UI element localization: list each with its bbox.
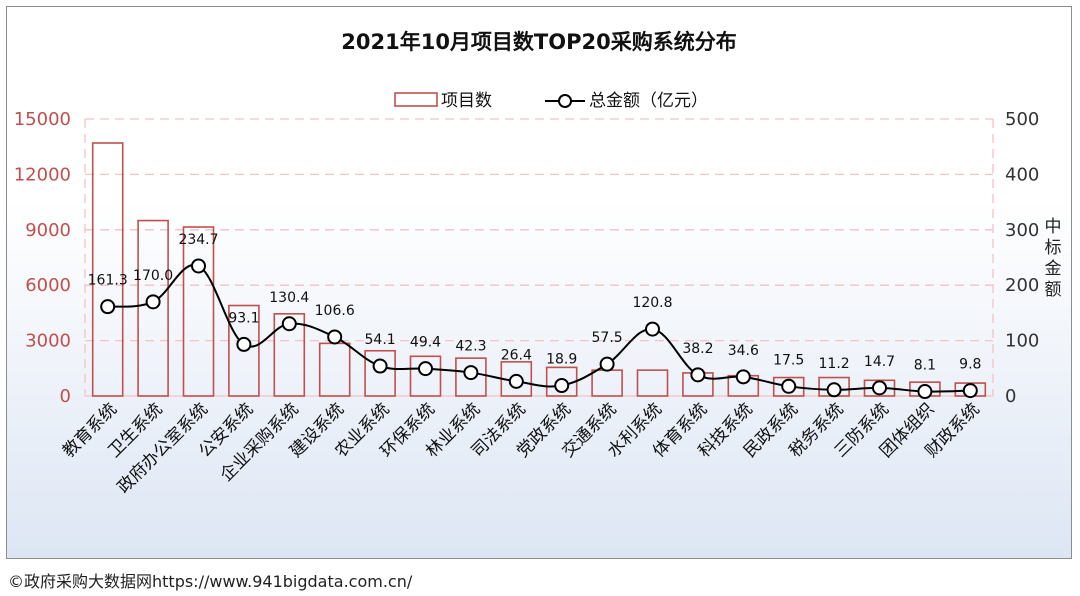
left-axis-ticks: 0 3000 6000 9000 12000 15000: [14, 109, 71, 407]
line-point: [599, 356, 615, 372]
bar: [228, 304, 260, 397]
data-label: 57.5: [592, 330, 623, 346]
legend-line-marker: [558, 94, 572, 108]
data-label: 106.6: [315, 303, 355, 319]
data-label: 11.2: [819, 356, 850, 372]
legend-bar-label: 项目数: [441, 91, 492, 111]
bar: [91, 142, 124, 397]
data-label: 8.1: [914, 358, 936, 374]
bar: [182, 226, 215, 397]
line-point: [735, 369, 751, 385]
line-point: [554, 378, 570, 394]
data-label: 42.3: [455, 339, 486, 355]
right-tick-label: 300: [1005, 220, 1039, 241]
bar: [137, 219, 169, 397]
line-point: [645, 321, 660, 337]
data-label: 14.7: [864, 354, 895, 370]
line-point: [962, 383, 978, 399]
bar: [636, 369, 669, 397]
bar: [273, 313, 306, 397]
data-label: 54.1: [365, 332, 396, 348]
line-point: [281, 316, 297, 332]
bar: [364, 349, 396, 397]
line-point: [100, 299, 116, 315]
legend: 项目数 总金额（亿元）: [394, 91, 708, 111]
right-tick-label: 0: [1005, 386, 1016, 407]
data-label: 17.5: [773, 352, 804, 368]
legend-line-label: 总金额（亿元）: [589, 91, 708, 111]
data-labels: 161.3 170.0 234.7 93.1 130.4 106.6 54.1 49.4 42.…: [88, 232, 982, 374]
data-label: 49.4: [410, 335, 441, 351]
left-tick-label: 9000: [25, 220, 71, 241]
chart-background: [7, 7, 1071, 558]
bar: [772, 376, 805, 397]
line-point: [191, 258, 206, 274]
data-label: 234.7: [178, 232, 218, 248]
line-point: [236, 336, 252, 352]
chart-frame: 161.3 170.0 234.7 93.1 130.4 106.6 54.1 49.4 42.…: [6, 6, 1072, 559]
right-axis-ticks: 0 100 200 300 400 500: [1005, 109, 1039, 407]
line-point: [781, 378, 797, 394]
line-point: [508, 373, 524, 389]
data-label: 34.6: [728, 343, 759, 359]
line-point: [463, 365, 479, 381]
right-tick-label: 200: [1005, 275, 1039, 296]
line-point: [327, 329, 343, 345]
left-tick-label: 15000: [14, 109, 71, 130]
bar: [409, 355, 442, 397]
line-point: [690, 367, 706, 383]
left-tick-label: 3000: [25, 331, 71, 352]
chart-canvas: 161.3 170.0 234.7 93.1 130.4 106.6 54.1 49.4 42.…: [7, 7, 1071, 558]
left-tick-label: 12000: [14, 164, 71, 185]
data-label: 161.3: [88, 273, 128, 289]
bar-series: [91, 142, 987, 397]
right-tick-label: 100: [1005, 331, 1039, 352]
data-label: 38.2: [682, 341, 713, 357]
source-note: ©政府采购大数据网https://www.941bigdata.com.cn/: [8, 572, 413, 591]
right-tick-label: 500: [1005, 109, 1039, 130]
left-tick-label: 0: [60, 386, 71, 407]
data-label: 9.8: [959, 357, 981, 373]
data-label: 93.1: [228, 310, 259, 326]
data-label: 18.9: [546, 352, 577, 368]
right-tick-label: 400: [1005, 164, 1039, 185]
line-point: [418, 361, 433, 377]
bar: [455, 357, 487, 397]
right-axis-title: 中标金额: [1045, 217, 1062, 300]
left-tick-label: 6000: [25, 275, 71, 296]
line-point: [872, 380, 887, 396]
line-point: [372, 358, 388, 374]
legend-bar-swatch: [394, 92, 438, 107]
data-label: 170.0: [133, 268, 173, 284]
line-point: [917, 384, 933, 400]
line-point: [145, 294, 161, 310]
chart-title: 2021年10月项目数TOP20采购系统分布: [341, 30, 736, 54]
data-label: 130.4: [269, 290, 309, 306]
data-label: 120.8: [632, 295, 672, 311]
line-points: [100, 258, 978, 400]
line-point: [826, 382, 842, 398]
data-label: 26.4: [501, 347, 532, 363]
